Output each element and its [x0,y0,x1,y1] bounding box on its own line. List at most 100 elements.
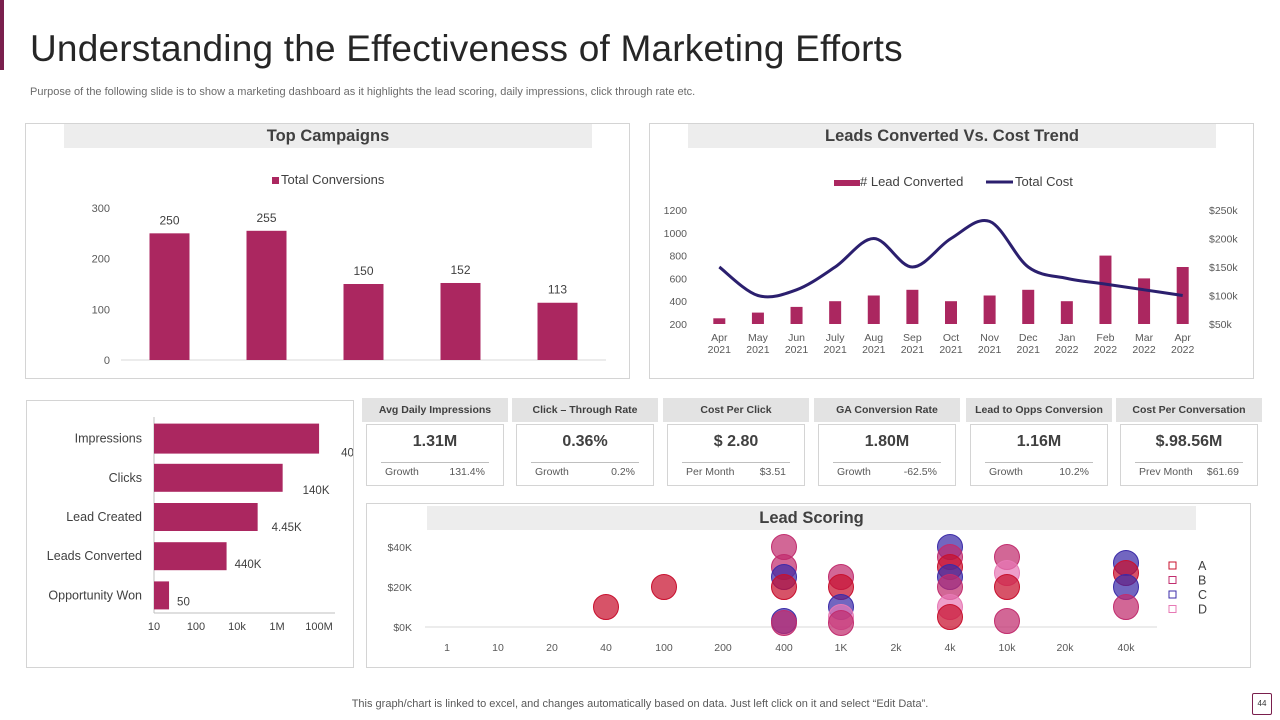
lead-bar [1099,255,1112,324]
x-tick-label: 40 [600,642,612,654]
kpi-sub-label: Per Month [686,466,735,478]
legend-swatch [1168,561,1177,570]
funnel-bar [154,542,227,571]
scatter-point [771,610,797,636]
y-right-tick-label: $100k [1209,291,1238,303]
x-tick-label-month: Nov [980,332,999,344]
kpi-card: $.98.56M Prev Month $61.69 [1120,424,1258,486]
kpi-card: 1.31M Growth 131.4% [366,424,504,486]
kpi-header: Cost Per Click [663,398,809,422]
scatter-point [651,574,677,600]
leads-vs-cost-panel: Leads Converted Vs. Cost Trend 200 400 600… [649,123,1254,379]
x-tick-label-month: Mar [1135,332,1154,344]
bar [149,233,190,360]
x-tick-label: 10 [148,621,160,633]
y-left-tick-label: 1200 [664,205,688,217]
kpi-sub-label: Growth [989,466,1023,478]
y-tick-label: $0K [393,622,412,634]
legend-label: Total Conversions [281,172,385,187]
cost-line [718,218,1183,299]
scatter-point [937,604,963,630]
data-label: 40.1 M [341,448,353,460]
kpi-value: $ 2.80 [713,433,759,450]
y-left-tick-label: 400 [669,296,687,308]
y-tick-label: 100 [92,304,110,316]
kpi-divider [985,462,1093,463]
y-tick-label: $40K [387,542,412,554]
data-label: 113 [548,283,567,297]
x-tick-label: 20k [1057,642,1075,654]
legend-swatch [1168,605,1177,613]
x-tick-label-month: Jan [1058,332,1075,344]
legend-label-bar: # Lead Converted [860,174,963,189]
lead-scoring-title: Lead Scoring [427,506,1196,530]
kpi-header: Cost Per Conversation [1116,398,1262,422]
legend-swatch-bar [834,180,860,186]
x-tick-label: 10k [228,621,246,633]
y-right-tick-label: $250k [1209,205,1238,217]
lead-bar [790,306,803,324]
data-label: 50 [177,596,190,608]
kpi-sub-value: 10.2% [1059,466,1089,478]
x-tick-label-month: Jun [788,332,805,344]
lead-bar [945,301,957,324]
page-subtitle: Purpose of the following slide is to sho… [30,86,696,98]
scatter-point [828,610,854,636]
kpi-value: 1.31M [412,433,458,450]
x-tick-label-month: Feb [1096,332,1114,344]
data-label: 255 [256,211,276,225]
y-right-tick-label: $150k [1209,262,1238,274]
x-tick-label-month: May [748,332,769,344]
title-accent-bar [0,0,4,70]
kpi-sub-value: -62.5% [903,466,937,478]
kpi-sub-label: Growth [385,466,419,478]
x-tick-label-year: 2021 [1017,344,1041,356]
x-tick-label-year: 2021 [978,344,1002,356]
kpi-card: $ 2.80 Per Month $3.51 [667,424,805,486]
data-label: 140K [303,485,330,497]
category-label: Lead Created [66,510,142,524]
category-label: Impressions [75,432,142,446]
kpi-divider [381,462,489,463]
category-label: Leads Converted [47,549,142,563]
page-title: Understanding the Effectiveness of Marke… [30,28,903,69]
x-tick-label-month: July [826,332,845,344]
x-tick-label: 10k [999,642,1017,654]
legend-label: A [1198,559,1207,573]
y-left-tick-label: 1000 [664,228,688,240]
category-label: Opportunity Won [48,588,142,602]
kpi-sub-label: Prev Month [1139,466,1193,478]
lead-bar [1022,289,1035,324]
x-tick-label: 1M [269,621,284,633]
x-tick-label-month: Sep [903,332,922,344]
kpi-sub-value: 131.4% [449,466,485,478]
top-campaigns-panel: Top Campaigns 0 100 200 300 Total Conversion… [25,123,630,379]
funnel-bar [154,423,320,454]
legend-label: D [1198,603,1207,617]
x-tick-label: 40k [1118,642,1136,654]
legend-label-line: Total Cost [1015,174,1073,189]
kpi-value: 0.36% [562,433,608,450]
lead-scoring-panel: Lead Scoring $0K $20K $40K 1 10 20 40 100 200 400… [366,503,1251,668]
kpi-card: 1.80M Growth -62.5% [818,424,956,486]
x-tick-label-month: Apr [1175,332,1192,344]
scatter-point [1113,594,1139,620]
kpi-value: 1.80M [864,433,910,450]
top-campaigns-chart: 0 100 200 300 Total Conversions 250 255 150 152 1… [92,172,606,367]
leads-vs-cost-chart: 200 400 600 800 1000 1200 $50k $100k $150k $200k $… [664,174,1239,356]
kpi-divider [682,462,790,463]
funnel-bar [154,463,283,492]
y-left-tick-label: 600 [669,273,687,285]
kpi-divider [1135,462,1243,463]
kpi-divider [833,462,941,463]
scatter-point [994,608,1020,634]
x-tick-label-year: 2021 [862,344,886,356]
lead-bar [983,295,996,324]
x-tick-label: 100M [305,621,333,633]
x-tick-label-month: Dec [1019,332,1038,344]
lead-scoring-chart: $0K $20K $40K 1 10 20 40 100 200 400 1K 2k 4k 10k 20k 4… [387,534,1207,654]
x-tick-label-year: 2021 [708,344,732,356]
y-tick-label: 0 [104,355,110,367]
y-tick-label: $20K [387,582,412,594]
data-label: 250 [159,213,179,227]
